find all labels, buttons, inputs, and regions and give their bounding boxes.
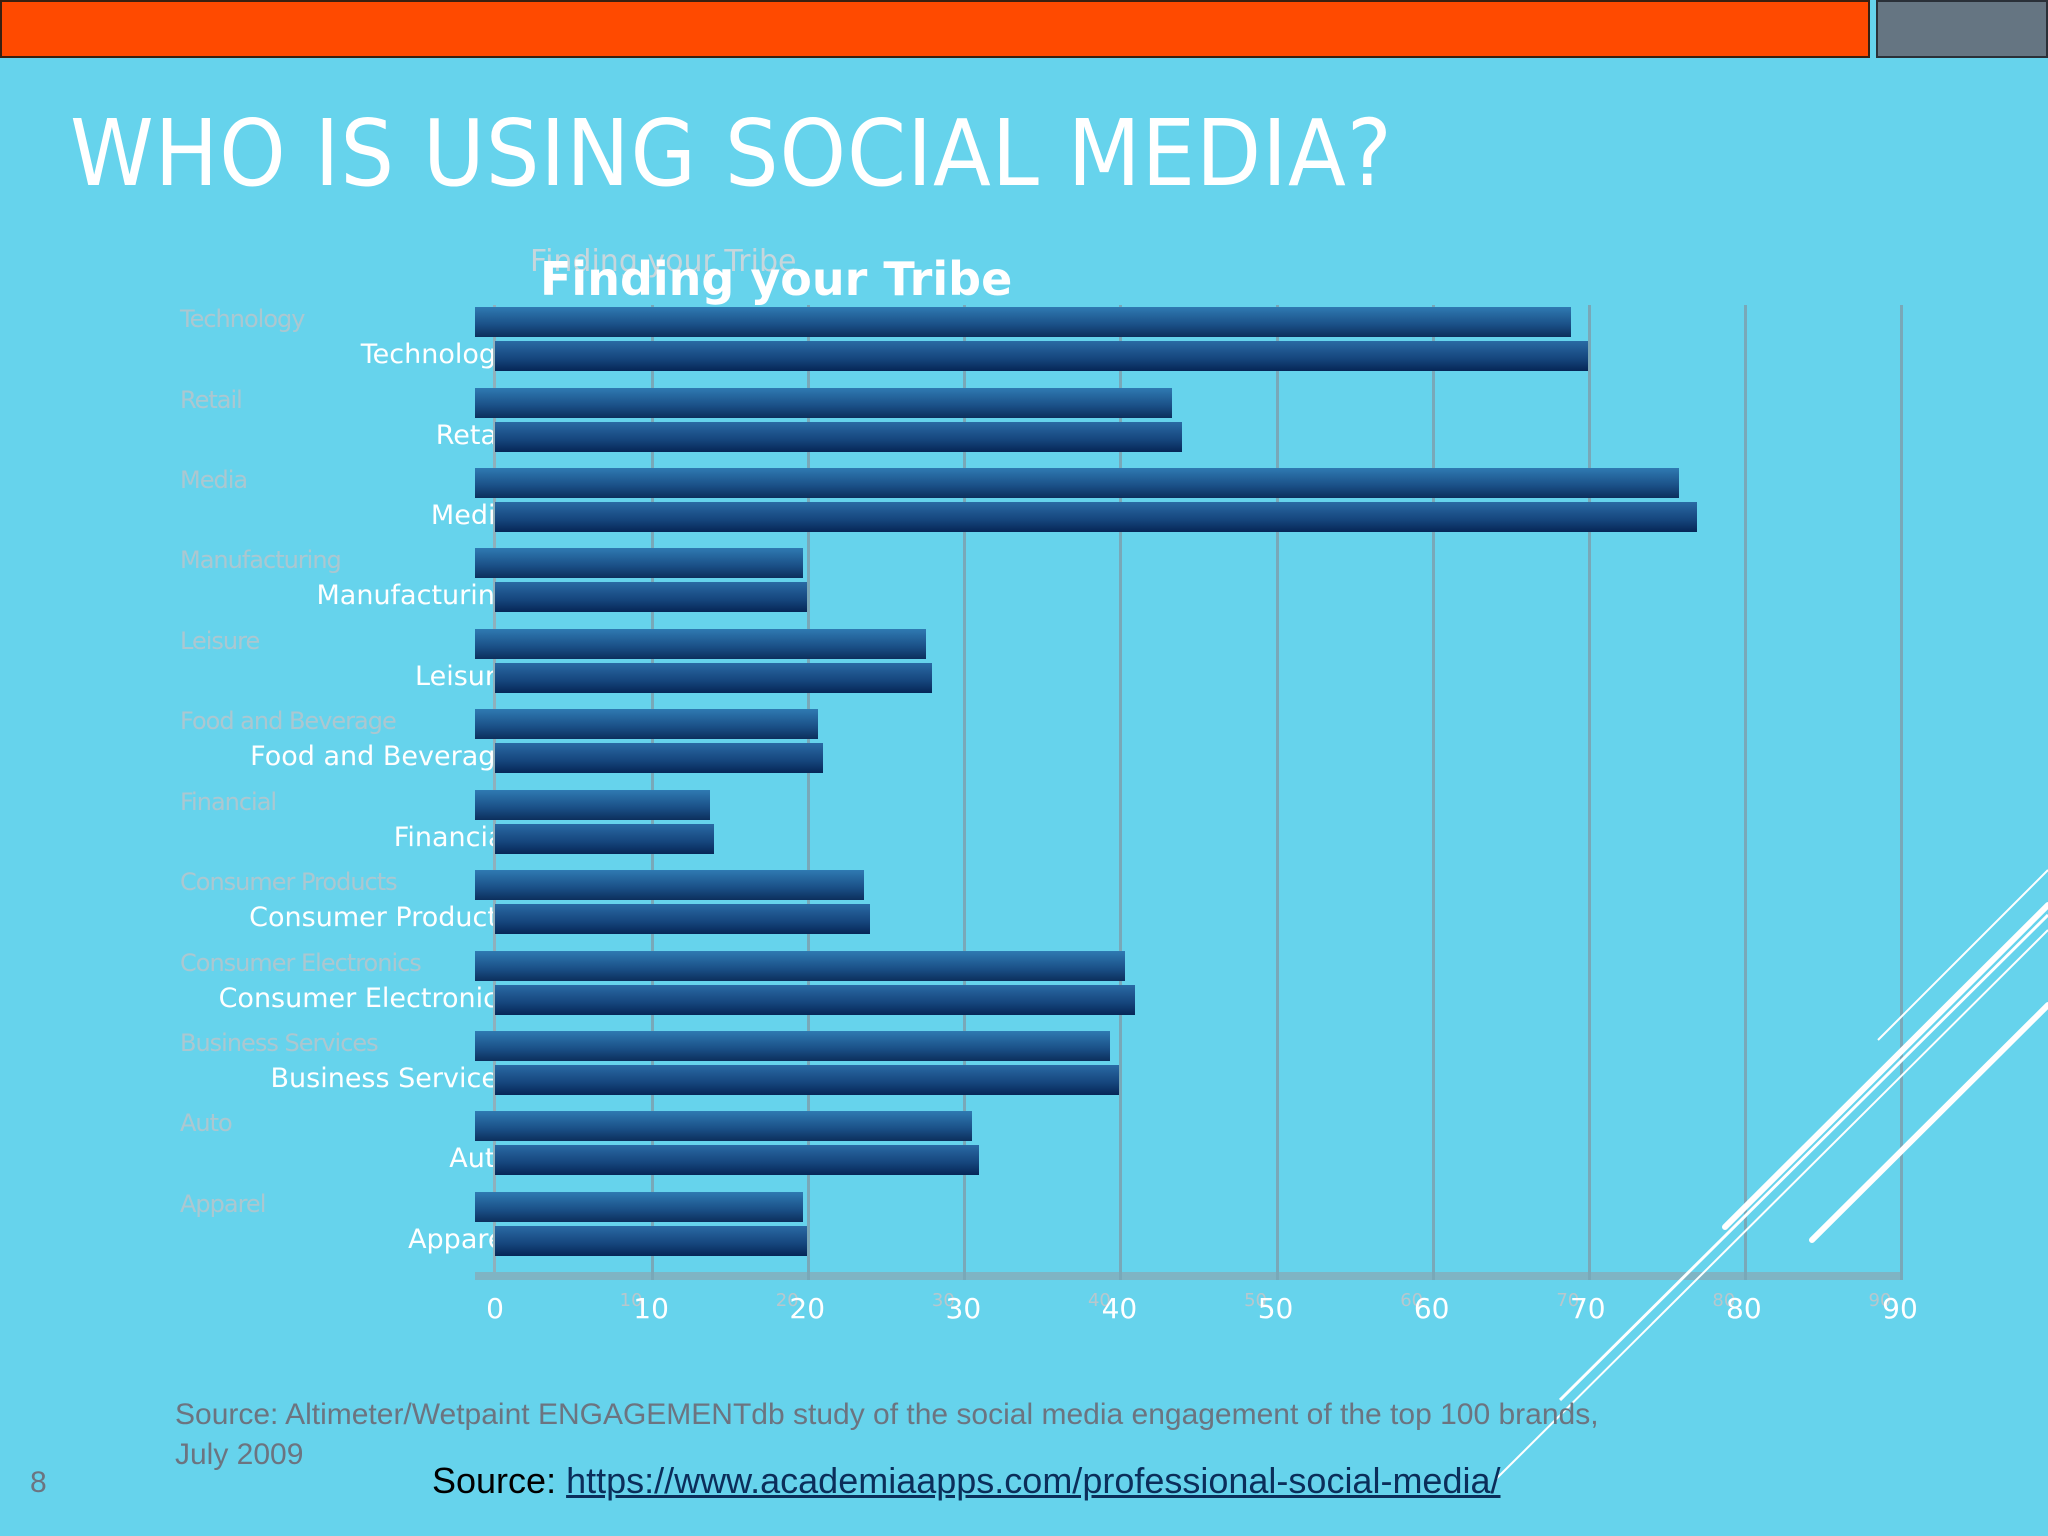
x-tick-label-ghost: 30: [931, 1290, 955, 1311]
x-tick-label: 90: [1882, 1292, 1918, 1325]
bar-business-services: [495, 1064, 1120, 1095]
plot-area: [475, 305, 1903, 1280]
bar-retail: [495, 421, 1182, 452]
category-label-ghost: Business Services: [180, 1028, 379, 1057]
bar-food-and-beverage: [495, 743, 823, 774]
gridline: [1119, 305, 1123, 1280]
x-axis: [475, 1272, 1900, 1280]
bar-ghost: [475, 548, 803, 579]
bar-apparel: [495, 1225, 808, 1256]
bar-ghost: [475, 468, 1680, 499]
source-note: Source: Altimeter/Wetpaint ENGAGEMENTdb …: [175, 1398, 1599, 1471]
category-label-ghost: Consumer Products: [180, 868, 398, 897]
bar-consumer-products: [495, 904, 870, 935]
x-tick-label: 80: [1726, 1292, 1762, 1325]
category-label: Food and Beverage: [250, 741, 512, 773]
slide-number: 8: [30, 1466, 47, 1499]
bar-consumer-electronics: [495, 984, 1136, 1015]
category-label: Manufacturing: [316, 580, 512, 612]
x-tick-label: 60: [1413, 1292, 1450, 1325]
x-tick-label: 0: [486, 1292, 504, 1325]
top-accent-bar: [0, 0, 1870, 58]
bar-ghost: [475, 709, 818, 740]
category-label-ghost: Apparel: [180, 1189, 266, 1218]
bar-auto: [495, 1145, 979, 1176]
bar-ghost: [475, 789, 711, 820]
gridline: [807, 305, 811, 1280]
category-label: Consumer Electronics: [218, 982, 512, 1014]
category-label-ghost: Retail: [180, 385, 243, 414]
source-prefix: Source:: [432, 1460, 567, 1501]
x-tick-label-ghost: 50: [1244, 1290, 1267, 1311]
bar-financial: [495, 823, 714, 854]
category-label-ghost: Media: [180, 466, 248, 495]
x-tick-label: 30: [945, 1292, 982, 1325]
category-label-ghost: Leisure: [180, 626, 260, 655]
bar-technology: [495, 341, 1588, 372]
gridline: [963, 305, 967, 1280]
category-label-ghost: Consumer Electronics: [180, 948, 422, 977]
bar-ghost: [475, 1191, 803, 1222]
gridline: [1431, 305, 1435, 1280]
gridline: [1275, 305, 1279, 1280]
x-tick-label: 20: [789, 1292, 826, 1325]
bar-ghost: [475, 387, 1172, 418]
top-accent-box: [1876, 0, 2048, 58]
bar-ghost: [475, 628, 926, 659]
category-label-ghost: Technology: [180, 305, 305, 334]
bar-ghost: [475, 307, 1572, 338]
category-label: Financial: [393, 821, 512, 853]
bar-ghost: [475, 950, 1126, 981]
category-label: Consumer Products: [249, 902, 512, 934]
category-label-ghost: Food and Beverage: [180, 707, 397, 736]
slide-title: WHO IS USING SOCIAL MEDIA?: [70, 100, 1393, 207]
bar-leisure: [495, 662, 933, 693]
category-label-ghost: Financial: [180, 787, 277, 816]
gridline: [1900, 305, 1903, 1280]
bar-ghost: [475, 870, 865, 901]
x-tick-label: 10: [633, 1292, 669, 1325]
category-label: Technology: [360, 339, 512, 371]
x-tick-label: 70: [1569, 1292, 1606, 1325]
x-tick-label-ghost: 10: [619, 1290, 643, 1311]
category-label-ghost: Auto: [180, 1109, 233, 1138]
source-link-row: Source: https://www.academiaapps.com/pro…: [432, 1460, 1501, 1502]
x-tick-label: 40: [1101, 1292, 1138, 1325]
category-label-ghost: Manufacturing: [180, 546, 342, 575]
chart-title-ghost: Finding your Tribe: [530, 244, 797, 279]
gridline: [1587, 305, 1591, 1280]
chart-title: Finding your Tribe: [540, 252, 1013, 306]
x-tick-label: 50: [1257, 1292, 1294, 1325]
gridline: [1743, 305, 1747, 1280]
x-tick-label-ghost: 40: [1087, 1290, 1111, 1311]
bar-ghost: [475, 1111, 972, 1142]
source-link[interactable]: https://www.academiaapps.com/professiona…: [566, 1460, 1501, 1501]
bar-ghost: [475, 1030, 1111, 1061]
bar-media: [495, 502, 1698, 533]
x-tick-label-ghost: 20: [775, 1290, 799, 1311]
x-tick-label-ghost: 60: [1400, 1290, 1424, 1311]
category-label: Business Services: [270, 1062, 513, 1094]
bar-manufacturing: [495, 582, 808, 613]
